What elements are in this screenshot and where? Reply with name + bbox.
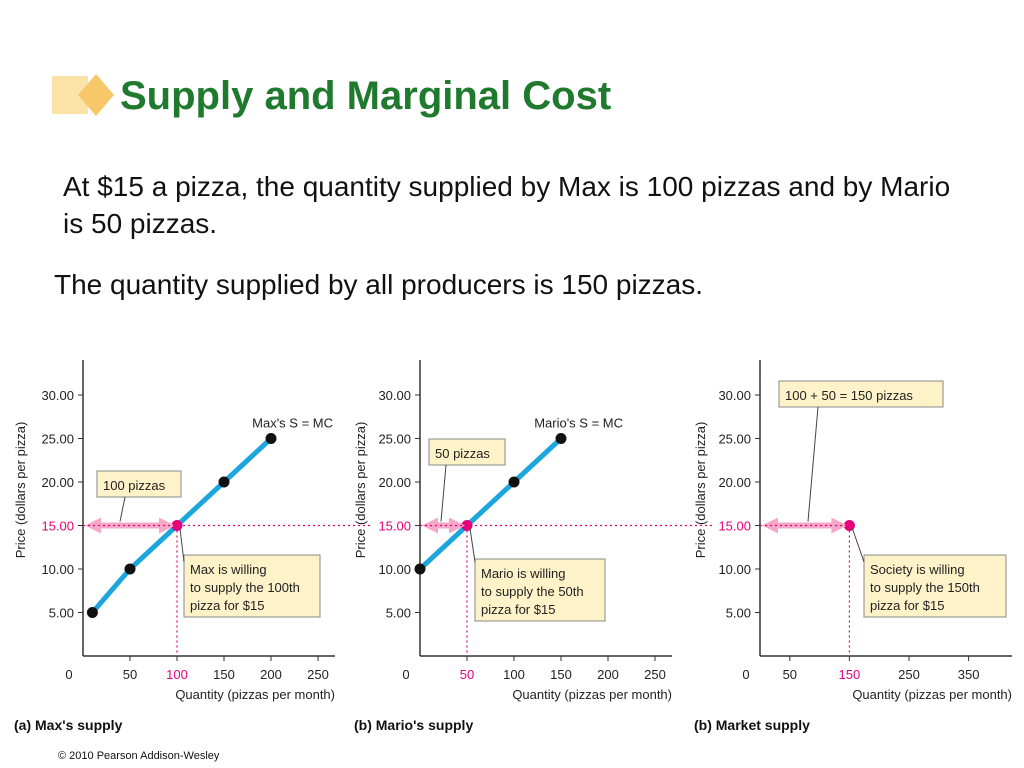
- chart-panel-3: 5.00 10.00 15.00 20.00 25.00 30.00 0 50 150 250 35…: [693, 360, 1012, 733]
- willingness-callout: [863, 554, 1007, 618]
- callout-pointer: [851, 528, 865, 563]
- x-tick-label: 200: [260, 667, 282, 682]
- willingness-callout-text: Max is willing: [190, 562, 267, 577]
- supply-point: [414, 563, 426, 575]
- slide-title: Supply and Marginal Cost: [120, 74, 612, 118]
- y-tick-label: 30.00: [378, 388, 411, 403]
- x-tick-label: 250: [898, 667, 920, 682]
- quantity-callout-text: 100 pizzas: [103, 478, 166, 493]
- x-tick-label: 200: [597, 667, 619, 682]
- callout-pointer: [469, 528, 476, 563]
- callout-pointer: [179, 528, 185, 563]
- willingness-callout-text: pizza for $15: [481, 602, 555, 617]
- x-axis-label: Quantity (pizzas per month): [512, 687, 672, 702]
- quantity-callout: [778, 380, 944, 408]
- y-tick-label: 10.00: [41, 562, 74, 577]
- x-tick-label: 0: [65, 667, 72, 682]
- willingness-callout-text: to supply the 50th: [481, 584, 584, 599]
- willingness-callout: [183, 554, 321, 618]
- supply-point: [508, 476, 520, 488]
- willingness-callout-text: to supply the 100th: [190, 580, 300, 595]
- quantity-callout-text: 100 + 50 = 150 pizzas: [785, 388, 913, 403]
- x-tick-label: 250: [307, 667, 329, 682]
- supply-point: [555, 433, 567, 444]
- y-axis-label: Price (dollars per pizza): [13, 422, 28, 559]
- panel-caption: (b) Market supply: [694, 717, 810, 733]
- supply-point: [86, 607, 98, 618]
- highlight-point: [171, 520, 183, 531]
- x-tick-label: 50: [783, 667, 797, 682]
- copyright-footer: © 2010 Pearson Addison-Wesley: [58, 750, 220, 762]
- y-tick-label: 10.00: [378, 562, 411, 577]
- x-tick-label: 250: [644, 667, 666, 682]
- description-text: At $15 a pizza, the quantity supplied by…: [63, 171, 951, 239]
- willingness-callout-text: Society is willing: [870, 562, 965, 577]
- supply-line: [417, 436, 564, 572]
- callout-pointer: [440, 464, 447, 522]
- y-tick-label: 25.00: [718, 432, 751, 447]
- supply-point: [265, 433, 277, 444]
- quantity-callout: [96, 470, 182, 498]
- x-tick-label: 0: [742, 667, 749, 682]
- x-tick-label: 350: [958, 667, 980, 682]
- y-tick-label: 5.00: [386, 606, 411, 621]
- x-tick-label: 150: [213, 667, 235, 682]
- supply-curve-label: Mario's S = MC: [534, 416, 623, 431]
- quantity-arrow-shaft: [776, 522, 832, 529]
- quantity-arrow-right: [831, 517, 848, 534]
- quantity-callout-text: 50 pizzas: [435, 446, 490, 461]
- y-tick-label: 30.00: [718, 388, 751, 403]
- y-tick-label: 20.00: [41, 475, 74, 490]
- panel-caption: (b) Mario's supply: [354, 717, 473, 733]
- y-tick-label: 5.00: [726, 606, 751, 621]
- x-tick-label: 150: [839, 667, 861, 682]
- willingness-callout-text: pizza for $15: [190, 598, 264, 613]
- chart-panel-2: 5.00 10.00 15.00 20.00 25.00 30.00 0 50 100 150 20…: [353, 360, 672, 733]
- supply-point: [218, 476, 230, 488]
- supply-charts: 5.00 10.00 15.00 20.00 25.00 30.00 0 50 100 150 20…: [13, 360, 1012, 733]
- callout-pointer: [119, 496, 126, 522]
- y-tick-label: 25.00: [41, 432, 74, 447]
- supply-point: [124, 563, 136, 575]
- supply-curve-label: Max's S = MC: [252, 416, 333, 431]
- y-tick-label: 15.00: [41, 519, 74, 534]
- y-tick-label: 30.00: [41, 388, 74, 403]
- x-tick-label: 100: [166, 667, 188, 682]
- x-axis-label: Quantity (pizzas per month): [175, 687, 335, 702]
- x-tick-label: 150: [550, 667, 572, 682]
- y-axis-label: Price (dollars per pizza): [693, 422, 708, 559]
- quantity-arrow-shaft: [436, 522, 449, 529]
- y-tick-label: 10.00: [718, 562, 751, 577]
- callout-pointer: [807, 406, 819, 522]
- willingness-callout-text: to supply the 150th: [870, 580, 980, 595]
- y-tick-label: 15.00: [718, 519, 751, 534]
- x-tick-label: 50: [460, 667, 474, 682]
- title-bullet-icon: [52, 74, 114, 116]
- chart-panel-1: 5.00 10.00 15.00 20.00 25.00 30.00 0 50 100 150 20…: [13, 360, 335, 733]
- panel-caption: (a) Max's supply: [14, 717, 123, 733]
- x-tick-label: 100: [503, 667, 525, 682]
- y-tick-label: 25.00: [378, 432, 411, 447]
- x-tick-label: 50: [123, 667, 137, 682]
- summary-text: The quantity supplied by all producers i…: [54, 269, 704, 300]
- x-axis-label: Quantity (pizzas per month): [852, 687, 1012, 702]
- y-axis-label: Price (dollars per pizza): [353, 422, 368, 559]
- quantity-arrow-right: [159, 517, 175, 534]
- y-tick-label: 15.00: [378, 519, 411, 534]
- highlight-point: [843, 520, 855, 531]
- willingness-callout-text: Mario is willing: [481, 566, 566, 581]
- y-tick-label: 20.00: [718, 475, 751, 490]
- willingness-callout-text: pizza for $15: [870, 598, 944, 613]
- x-tick-label: 0: [402, 667, 409, 682]
- y-tick-label: 5.00: [49, 606, 74, 621]
- willingness-callout: [474, 558, 606, 622]
- quantity-callout: [428, 438, 506, 466]
- y-tick-label: 20.00: [378, 475, 411, 490]
